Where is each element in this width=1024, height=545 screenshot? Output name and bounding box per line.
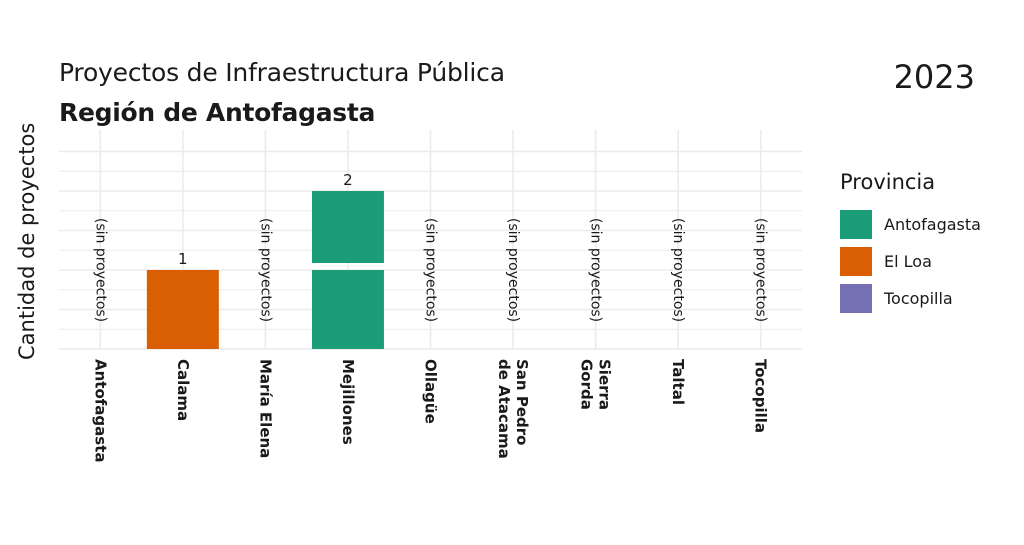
legend-label: Tocopilla	[884, 289, 953, 308]
bars	[146, 191, 384, 349]
legend: Provincia Antofagasta El Loa Tocopilla	[840, 170, 981, 317]
labels: (sin proyectos) Antofagasta 1 Calama (sin pr…	[91, 171, 769, 463]
x-tick-label: Calama	[174, 359, 192, 421]
year-label: 2023	[893, 58, 975, 96]
empty-label: (sin proyectos)	[753, 218, 769, 322]
x-tick-label: Antofagasta	[91, 359, 109, 463]
empty-label: (sin proyectos)	[257, 218, 273, 322]
legend-label: Antofagasta	[884, 215, 981, 234]
x-tick-label: María Elena	[256, 359, 274, 458]
x-tick-label: Gorda	[578, 359, 596, 410]
bar-segment	[311, 270, 384, 349]
bar-segment	[146, 270, 219, 349]
x-tick-label: Sierra	[596, 359, 614, 410]
legend-title: Provincia	[840, 170, 936, 194]
x-tick-label: Tocopilla	[752, 359, 770, 433]
data-label: 1	[178, 250, 188, 268]
x-tick-label: Taltal	[669, 359, 687, 405]
data-label: 2	[343, 171, 353, 189]
legend-item: Antofagasta	[840, 206, 981, 243]
legend-item: Tocopilla	[840, 280, 981, 317]
legend-swatch	[840, 247, 872, 276]
chart-title: Proyectos de Infraestructura Pública	[59, 58, 505, 87]
empty-label: (sin proyectos)	[670, 218, 686, 322]
x-tick-label: San Pedro	[513, 359, 531, 445]
legend-item: El Loa	[840, 243, 981, 280]
legend-swatch	[840, 284, 872, 313]
legend-label: El Loa	[884, 252, 932, 271]
empty-label: (sin proyectos)	[423, 218, 439, 322]
x-tick-label: de Atacama	[495, 359, 513, 459]
x-tick-label: Mejillones	[339, 359, 357, 445]
empty-label: (sin proyectos)	[92, 218, 108, 322]
x-tick-label: Ollagüe	[422, 359, 440, 424]
chart-subtitle: Región de Antofagasta	[59, 98, 376, 127]
empty-label: (sin proyectos)	[588, 218, 604, 322]
bar-segment	[311, 191, 384, 263]
empty-label: (sin proyectos)	[505, 218, 521, 322]
legend-swatch	[840, 210, 872, 239]
